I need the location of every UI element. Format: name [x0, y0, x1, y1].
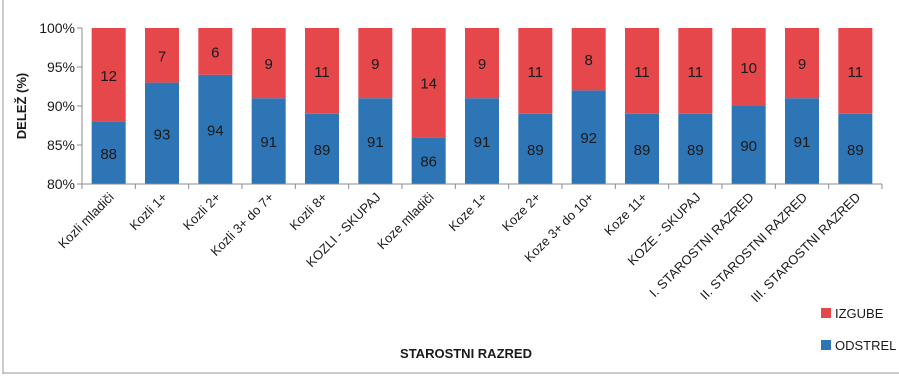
data-label-odstrel: 89 — [634, 142, 651, 159]
bar-odstrel — [625, 113, 659, 184]
legend-label-izgube: IZGUBE — [835, 306, 884, 321]
legend-swatch-izgube — [821, 308, 831, 318]
x-tick-label: III. STAROSTNI RAZRED — [748, 190, 864, 306]
bar-izgube — [251, 28, 286, 99]
data-label-izgube: 9 — [478, 56, 486, 73]
y-axis-title: DELEŽ (%) — [14, 73, 29, 139]
data-label-odstrel: 88 — [100, 146, 117, 163]
data-label-odstrel: 93 — [154, 126, 171, 143]
bar-odstrel — [838, 113, 873, 184]
bar-izgube — [91, 28, 126, 122]
data-label-odstrel: 89 — [314, 142, 331, 159]
data-label-izgube: 11 — [528, 64, 544, 81]
x-axis: Kozli mladiči Kozli 1+ Kozli 2+Kozli 3+ do… — [55, 183, 883, 306]
bar-izgube — [785, 28, 819, 99]
data-label-odstrel: 92 — [580, 130, 597, 147]
bar-izgube — [145, 28, 179, 83]
bar-izgube — [358, 28, 393, 99]
bar-izgube — [518, 28, 553, 114]
x-tick-label: Kozli mladiči — [55, 189, 117, 251]
bar-izgube — [678, 28, 713, 114]
bar-odstrel — [251, 98, 286, 184]
data-label-izgube: 9 — [798, 56, 806, 73]
y-tick-label: 80% — [47, 176, 75, 192]
x-tick-label: Koze 1+ — [446, 190, 491, 235]
x-tick-label: Koze mladiči — [374, 189, 437, 252]
bar-odstrel — [731, 106, 766, 184]
bar-izgube — [731, 28, 766, 106]
x-tick-label: II. STAROSTNI RAZRED — [697, 190, 810, 303]
data-label-izgube: 10 — [740, 60, 757, 77]
data-label-odstrel: 89 — [527, 142, 544, 159]
data-label-izgube: 11 — [314, 64, 330, 81]
data-label-odstrel: 89 — [687, 142, 704, 159]
data-label-izgube: 8 — [584, 52, 592, 69]
bar-izgube — [838, 28, 873, 114]
bar-izgube — [411, 28, 446, 138]
bar-odstrel — [465, 98, 499, 184]
data-label-odstrel: 94 — [207, 122, 224, 139]
data-label-odstrel: 91 — [367, 134, 384, 151]
bar-izgube — [571, 28, 606, 91]
legend: IZGUBE ODSTREL — [821, 306, 896, 353]
bar-odstrel — [305, 113, 339, 184]
bar-odstrel — [571, 90, 606, 184]
data-label-odstrel: 91 — [794, 134, 811, 151]
data-label-izgube: 7 — [158, 48, 166, 65]
legend-label-odstrel: ODSTREL — [835, 338, 896, 353]
bar-izgube — [625, 28, 659, 114]
x-tick-label: Koze 2+ — [499, 190, 544, 235]
data-label-izgube: 11 — [688, 64, 704, 81]
data-label-odstrel: 90 — [740, 138, 757, 155]
y-tick-label: 90% — [47, 98, 75, 114]
x-tick-label: Kozli 8+ — [287, 190, 331, 234]
data-label-odstrel: 91 — [474, 134, 491, 151]
bar-odstrel — [785, 98, 819, 184]
bar-izgube — [198, 28, 233, 75]
data-label-odstrel: 89 — [847, 142, 864, 159]
y-tick-label: 95% — [47, 59, 75, 75]
legend-swatch-odstrel — [821, 340, 831, 350]
bar-odstrel — [678, 113, 713, 184]
bar-odstrel — [518, 113, 553, 184]
data-label-izgube: 11 — [634, 64, 650, 81]
bar-izgube — [305, 28, 339, 114]
bar-odstrel — [198, 74, 233, 184]
data-label-odstrel: 86 — [420, 154, 437, 171]
bar-odstrel — [145, 82, 179, 184]
data-label-izgube: 12 — [100, 68, 117, 85]
x-tick-label: Kozli 1+ — [127, 190, 171, 234]
data-label-izgube: 9 — [371, 56, 379, 73]
x-axis-title: STAROSTNI RAZRED — [400, 346, 532, 361]
x-tick-label: Kozli 2+ — [180, 190, 224, 234]
bar-izgube — [465, 28, 499, 99]
data-label-izgube: 6 — [211, 44, 219, 61]
y-tick-label: 85% — [47, 137, 75, 153]
bars: 88 12 93 7 94 6 91 9 89 11 91 9 86 14 91 9 89 11 92 8 89 11 89… — [91, 28, 873, 184]
data-label-izgube: 11 — [848, 64, 864, 81]
x-tick-label: I. STAROSTNI RAZRED — [646, 190, 757, 301]
y-tick-label: 100% — [39, 20, 75, 36]
bar-odstrel — [411, 137, 446, 184]
data-label-odstrel: 91 — [260, 134, 277, 151]
bar-odstrel — [358, 98, 393, 184]
x-tick-label: Koze 11+ — [601, 190, 650, 239]
bar-odstrel — [91, 121, 126, 184]
data-label-izgube: 14 — [420, 76, 437, 93]
y-axis: 80% 85% 90% 95% 100% — [39, 20, 83, 192]
data-label-izgube: 9 — [264, 56, 272, 73]
